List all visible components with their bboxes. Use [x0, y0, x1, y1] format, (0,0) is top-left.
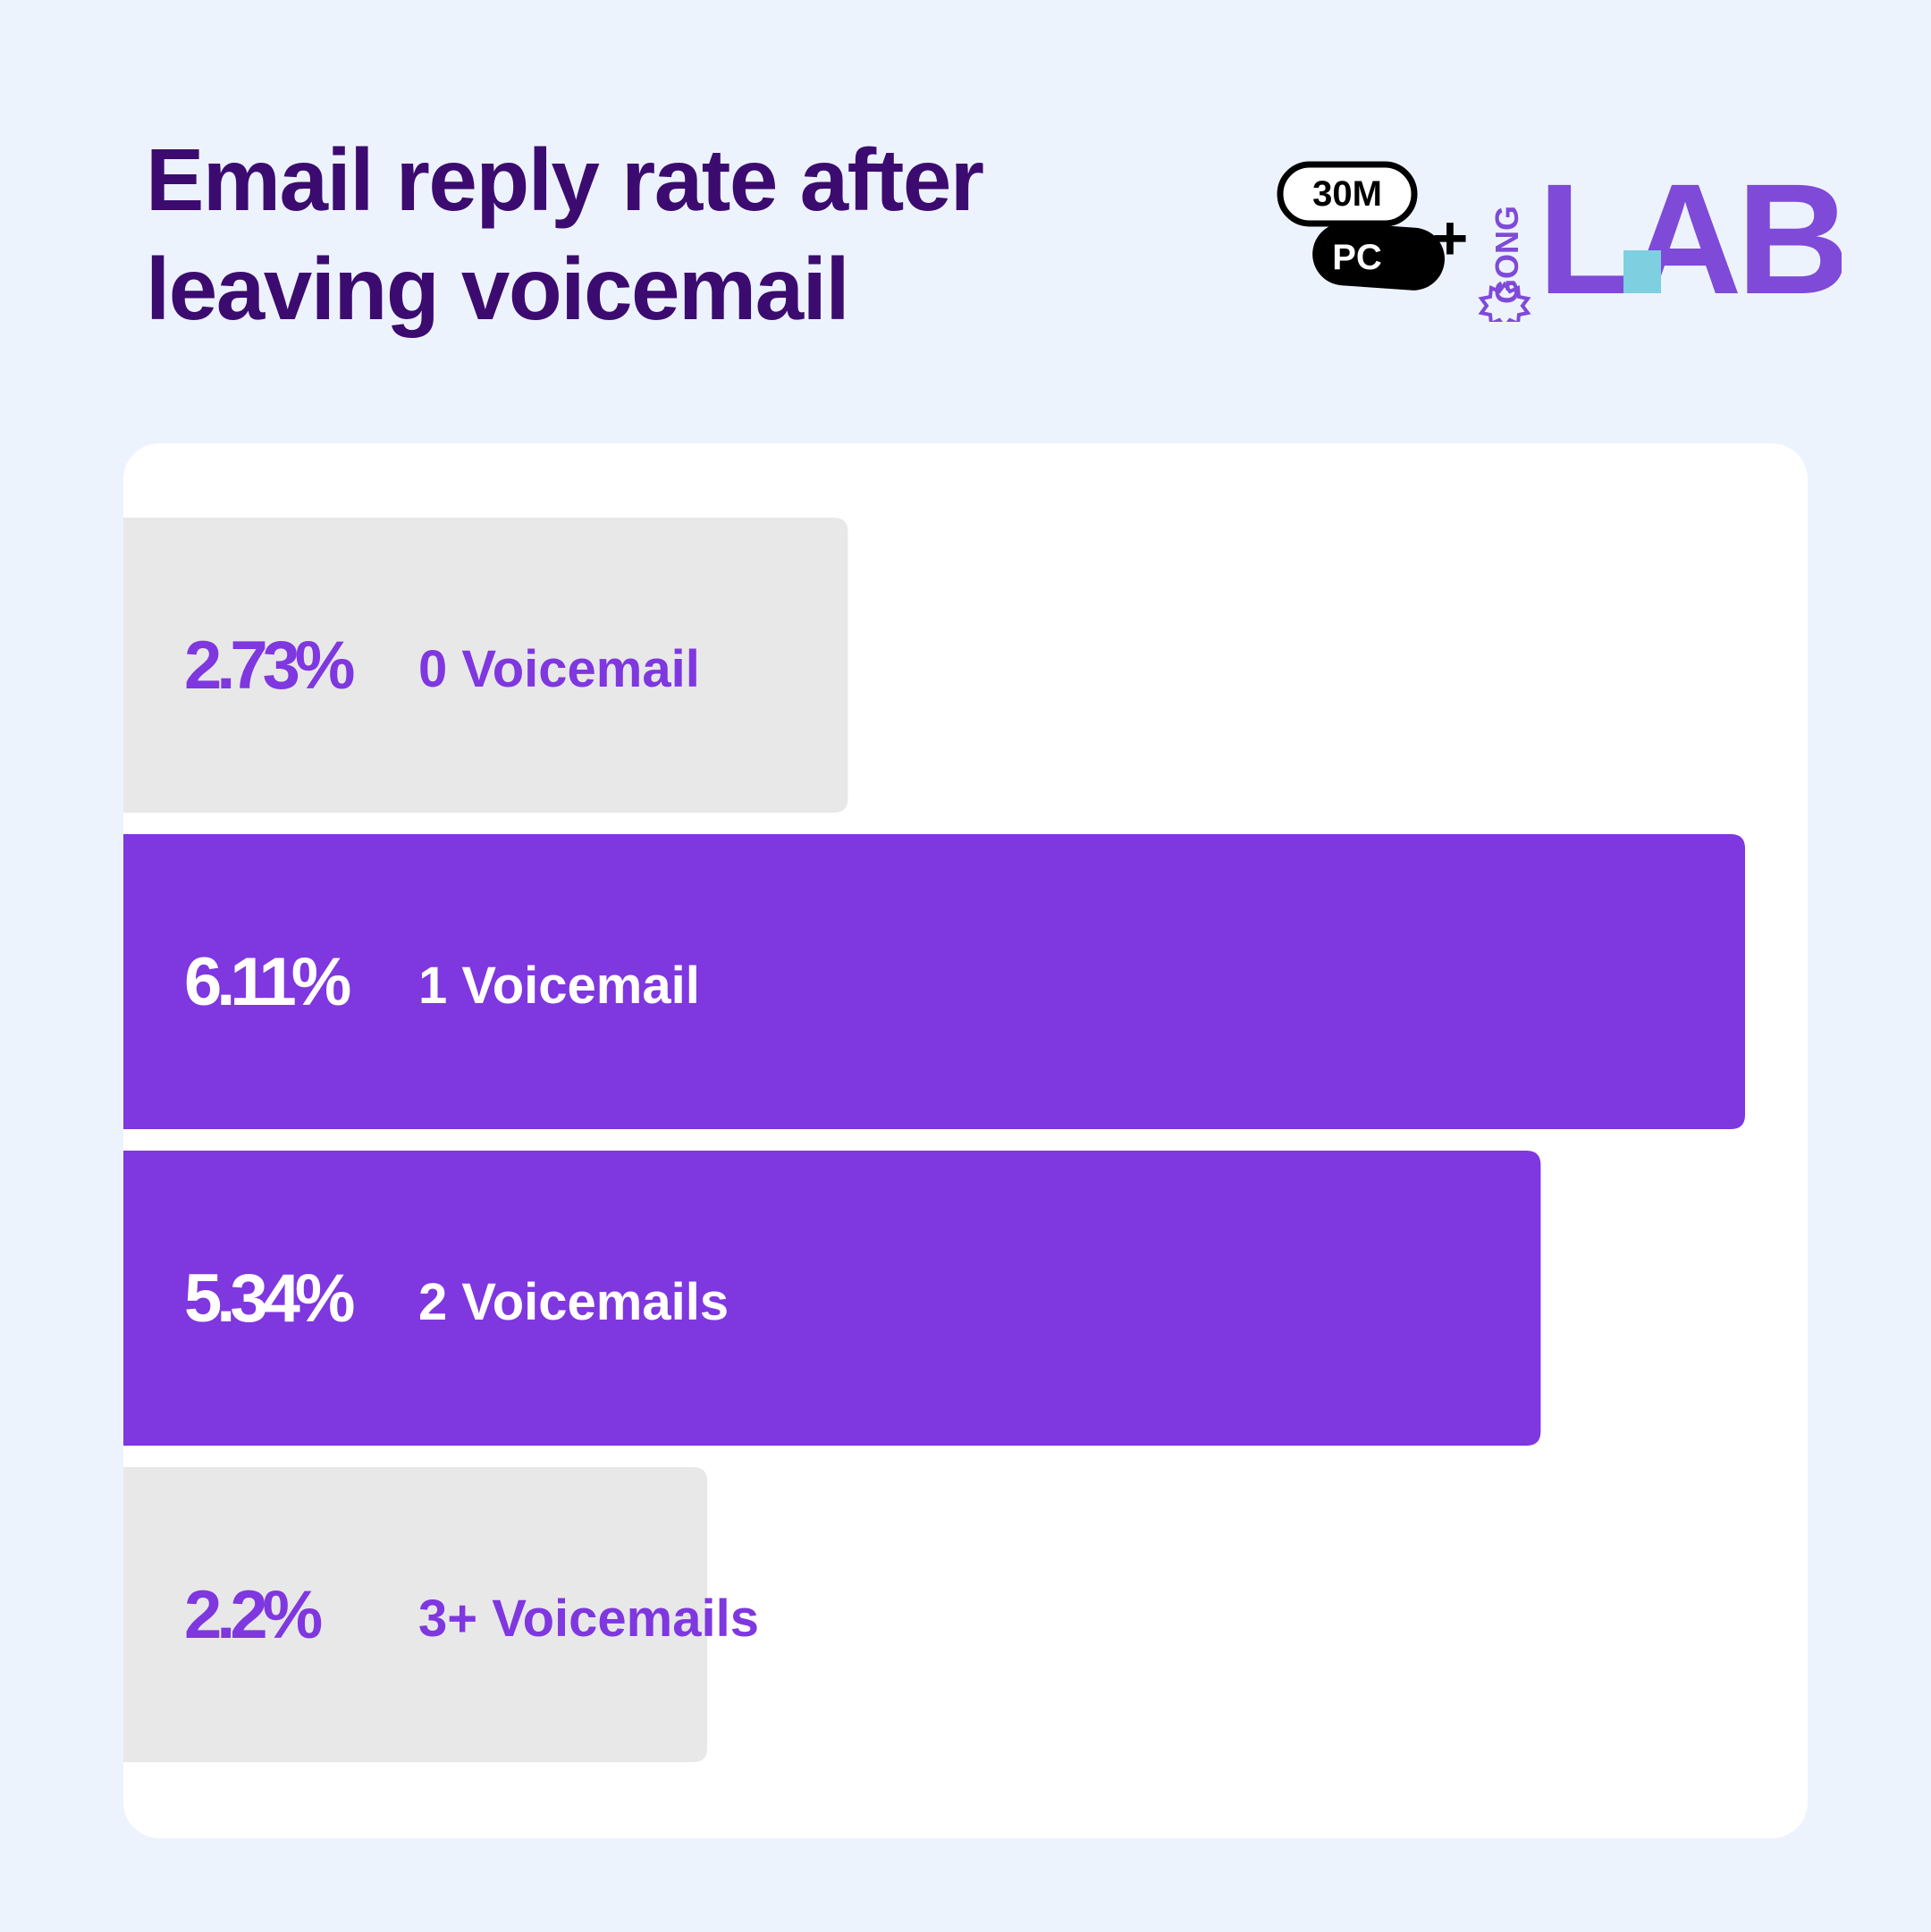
bar-value-label: 6.11%	[184, 944, 350, 1020]
flask-liquid	[1623, 250, 1661, 293]
bar-value-label: 2.2%	[184, 1577, 322, 1653]
bar-category-label: 3+ Voicemails	[418, 1590, 759, 1648]
bar	[123, 518, 848, 813]
bar-group: 2.2% 3+ Voicemails	[123, 1467, 759, 1762]
chart-title: Email reply rate after leaving voicemail	[146, 131, 984, 338]
chart-card: 2.73% 0 Voicemail 6.11% 1 Voicemail 5.34% 2 V…	[123, 443, 1808, 1838]
bar-group: 2.73% 0 Voicemail	[123, 518, 848, 813]
labs-wordmark: LABS	[1538, 152, 1842, 322]
badge-top-text: 30M	[1312, 174, 1382, 214]
gong-burst-icon	[1478, 281, 1531, 322]
bar-category-label: 2 Voicemails	[418, 1273, 729, 1331]
bar	[123, 834, 1745, 1129]
brand-logo: 30M PC + GONG LABS	[1277, 152, 1842, 322]
bar-group: 6.11% 1 Voicemail	[123, 834, 1745, 1129]
bar-value-label: 5.34%	[184, 1261, 354, 1337]
bar-group: 5.34% 2 Voicemails	[123, 1151, 1541, 1446]
bar	[123, 1151, 1541, 1446]
gong-labs-mark: GONG LABS	[1478, 152, 1842, 322]
badge-bottom-text: PC	[1332, 238, 1382, 277]
thirty-m-pc-badge: 30M PC	[1277, 161, 1445, 291]
bar	[123, 1467, 708, 1762]
bar-value-label: 2.73%	[184, 628, 354, 704]
plus-sign: +	[1432, 203, 1469, 273]
bar-category-label: 0 Voicemail	[418, 640, 700, 698]
bar-chart: 2.73% 0 Voicemail 6.11% 1 Voicemail 5.34% 2 V…	[123, 518, 1745, 1762]
bar-category-label: 1 Voicemail	[418, 957, 700, 1015]
